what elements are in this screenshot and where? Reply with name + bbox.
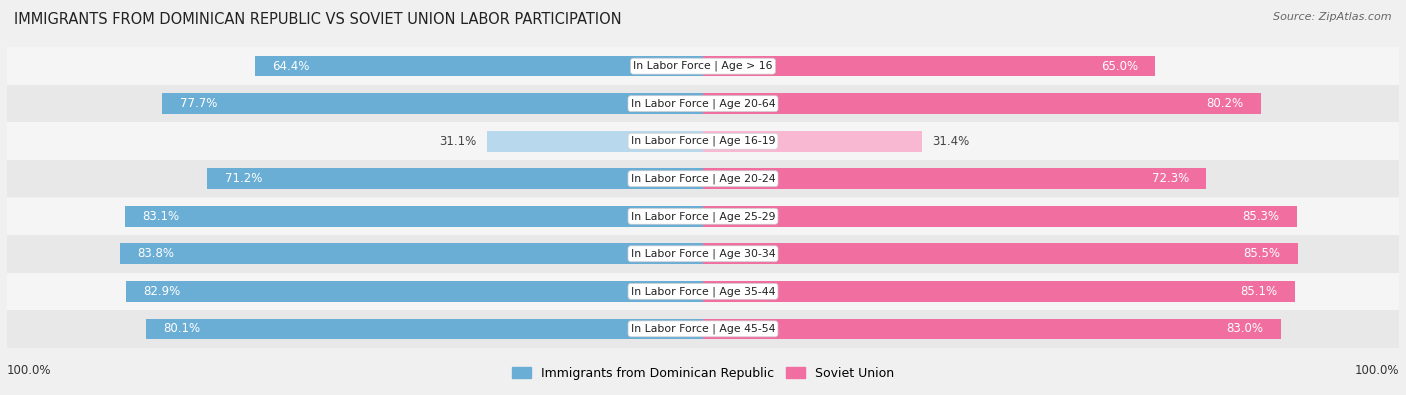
Bar	[7, 310, 1399, 348]
Text: 83.1%: 83.1%	[142, 210, 179, 223]
Bar	[254, 56, 703, 77]
Text: In Labor Force | Age 45-54: In Labor Force | Age 45-54	[631, 324, 775, 334]
Text: In Labor Force | Age > 16: In Labor Force | Age > 16	[633, 61, 773, 71]
Text: In Labor Force | Age 20-64: In Labor Force | Age 20-64	[631, 98, 775, 109]
Text: In Labor Force | Age 20-24: In Labor Force | Age 20-24	[631, 173, 775, 184]
Bar	[703, 318, 1281, 339]
Text: 85.5%: 85.5%	[1244, 247, 1281, 260]
Bar	[703, 56, 1156, 77]
Bar	[120, 243, 703, 264]
Bar	[7, 122, 1399, 160]
Text: 83.0%: 83.0%	[1226, 322, 1263, 335]
Text: 85.1%: 85.1%	[1240, 285, 1278, 298]
Bar	[7, 160, 1399, 198]
Bar	[486, 131, 703, 152]
Text: 85.3%: 85.3%	[1243, 210, 1279, 223]
Bar	[703, 243, 1298, 264]
Bar	[127, 281, 703, 302]
Text: In Labor Force | Age 35-44: In Labor Force | Age 35-44	[631, 286, 775, 297]
Bar	[146, 318, 703, 339]
Bar	[208, 168, 703, 189]
Text: In Labor Force | Age 25-29: In Labor Force | Age 25-29	[631, 211, 775, 222]
Text: 71.2%: 71.2%	[225, 172, 263, 185]
Bar	[703, 168, 1206, 189]
Text: 100.0%: 100.0%	[1354, 364, 1399, 377]
Text: 83.8%: 83.8%	[138, 247, 174, 260]
Bar	[703, 131, 921, 152]
Bar	[7, 235, 1399, 273]
Bar	[703, 206, 1296, 227]
Bar	[7, 273, 1399, 310]
Bar	[7, 47, 1399, 85]
Text: 72.3%: 72.3%	[1152, 172, 1189, 185]
Bar	[703, 281, 1295, 302]
Bar	[703, 93, 1261, 114]
Text: 64.4%: 64.4%	[273, 60, 309, 73]
Text: 80.1%: 80.1%	[163, 322, 200, 335]
Text: IMMIGRANTS FROM DOMINICAN REPUBLIC VS SOVIET UNION LABOR PARTICIPATION: IMMIGRANTS FROM DOMINICAN REPUBLIC VS SO…	[14, 12, 621, 27]
Bar	[125, 206, 703, 227]
Text: 65.0%: 65.0%	[1101, 60, 1137, 73]
Legend: Immigrants from Dominican Republic, Soviet Union: Immigrants from Dominican Republic, Sovi…	[508, 362, 898, 385]
Text: 82.9%: 82.9%	[143, 285, 181, 298]
Text: 31.1%: 31.1%	[439, 135, 477, 148]
Bar	[7, 198, 1399, 235]
Text: In Labor Force | Age 16-19: In Labor Force | Age 16-19	[631, 136, 775, 147]
Text: 100.0%: 100.0%	[7, 364, 52, 377]
Text: 80.2%: 80.2%	[1206, 97, 1244, 110]
Text: 77.7%: 77.7%	[180, 97, 217, 110]
Text: Source: ZipAtlas.com: Source: ZipAtlas.com	[1274, 12, 1392, 22]
Text: 31.4%: 31.4%	[932, 135, 969, 148]
Text: In Labor Force | Age 30-34: In Labor Force | Age 30-34	[631, 248, 775, 259]
Bar	[162, 93, 703, 114]
Bar	[7, 85, 1399, 122]
